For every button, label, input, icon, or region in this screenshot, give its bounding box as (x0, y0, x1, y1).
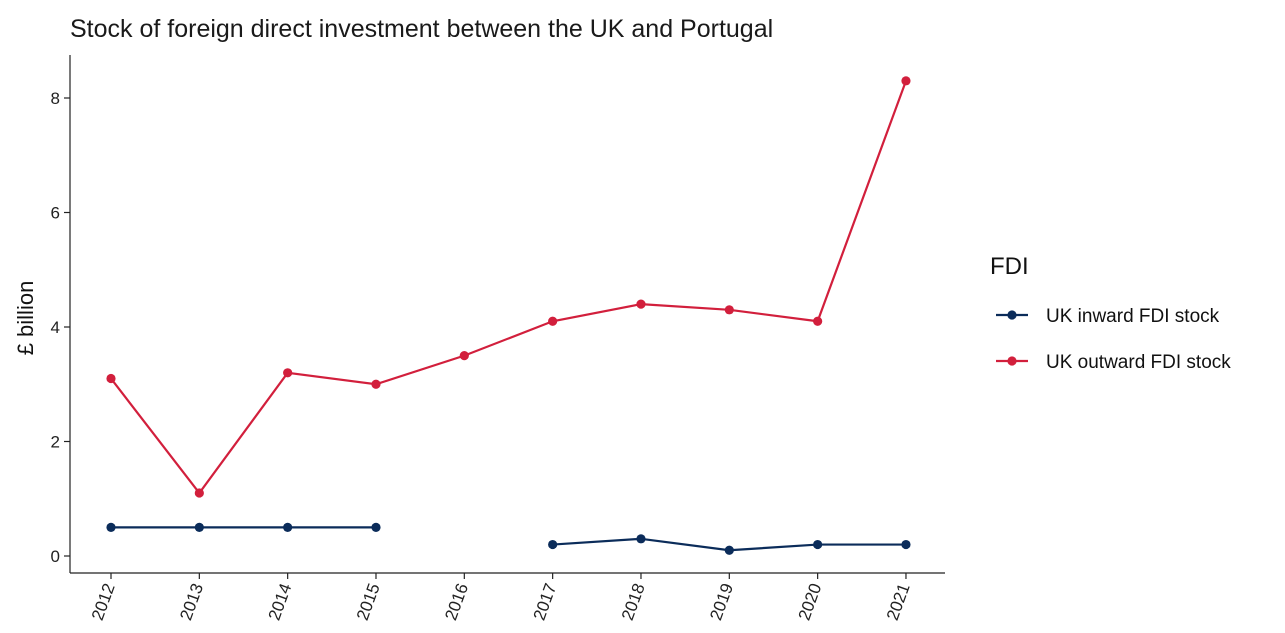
x-tick-label: 2013 (176, 581, 207, 623)
y-tick-label: 4 (51, 318, 60, 337)
y-tick-label: 2 (51, 433, 60, 452)
legend-label: UK outward FDI stock (1046, 352, 1231, 373)
data-point (548, 316, 558, 326)
data-point (901, 76, 911, 86)
y-axis: 0 2 4 6 8 (51, 55, 71, 573)
data-point (813, 539, 823, 550)
legend-key-point (1007, 310, 1017, 320)
x-tick-label: 2012 (88, 581, 119, 623)
data-point (106, 522, 116, 532)
x-axis: 2012 2013 2014 2015 2016 2017 2018 2019 2020 2021 (70, 572, 945, 623)
x-tick-label: 2014 (265, 581, 296, 623)
y-axis-label: £ billion (13, 281, 38, 356)
data-point (901, 539, 911, 550)
data-point (283, 368, 293, 378)
x-tick-label: 2017 (530, 581, 561, 623)
data-point (106, 373, 116, 384)
y-tick-label: 6 (51, 204, 60, 223)
data-point (813, 316, 823, 326)
series-line (110, 80, 908, 495)
data-point (194, 488, 204, 498)
legend-item: UK outward FDI stock (996, 352, 1231, 373)
legend-title: FDI (990, 253, 1029, 280)
x-tick-label: 2021 (883, 581, 914, 623)
x-tick-label: 2019 (706, 581, 737, 623)
data-point (283, 522, 293, 532)
legend-key-point (1007, 356, 1017, 366)
x-tick-label: 2020 (795, 581, 826, 623)
data-point (371, 379, 381, 389)
y-tick-label: 0 (51, 547, 60, 566)
series-inward (106, 522, 911, 555)
data-point (636, 299, 646, 309)
data-point (636, 534, 646, 544)
series-layer (106, 76, 911, 555)
x-tick-label: 2015 (353, 581, 384, 623)
chart-title: Stock of foreign direct investment betwe… (70, 15, 773, 43)
legend-item: UK inward FDI stock (996, 306, 1220, 327)
x-tick-label: 2016 (441, 581, 472, 623)
legend: FDI UK inward FDI stock UK outward FDI st… (990, 253, 1231, 373)
data-point (548, 539, 558, 550)
legend-label: UK inward FDI stock (1046, 306, 1220, 327)
data-point (459, 351, 469, 361)
series-outward (106, 76, 911, 498)
data-point (371, 522, 381, 532)
x-tick-label: 2018 (618, 581, 649, 623)
data-point (194, 522, 204, 532)
data-point (724, 545, 734, 555)
y-tick-label: 8 (51, 89, 60, 108)
data-point (724, 305, 734, 315)
